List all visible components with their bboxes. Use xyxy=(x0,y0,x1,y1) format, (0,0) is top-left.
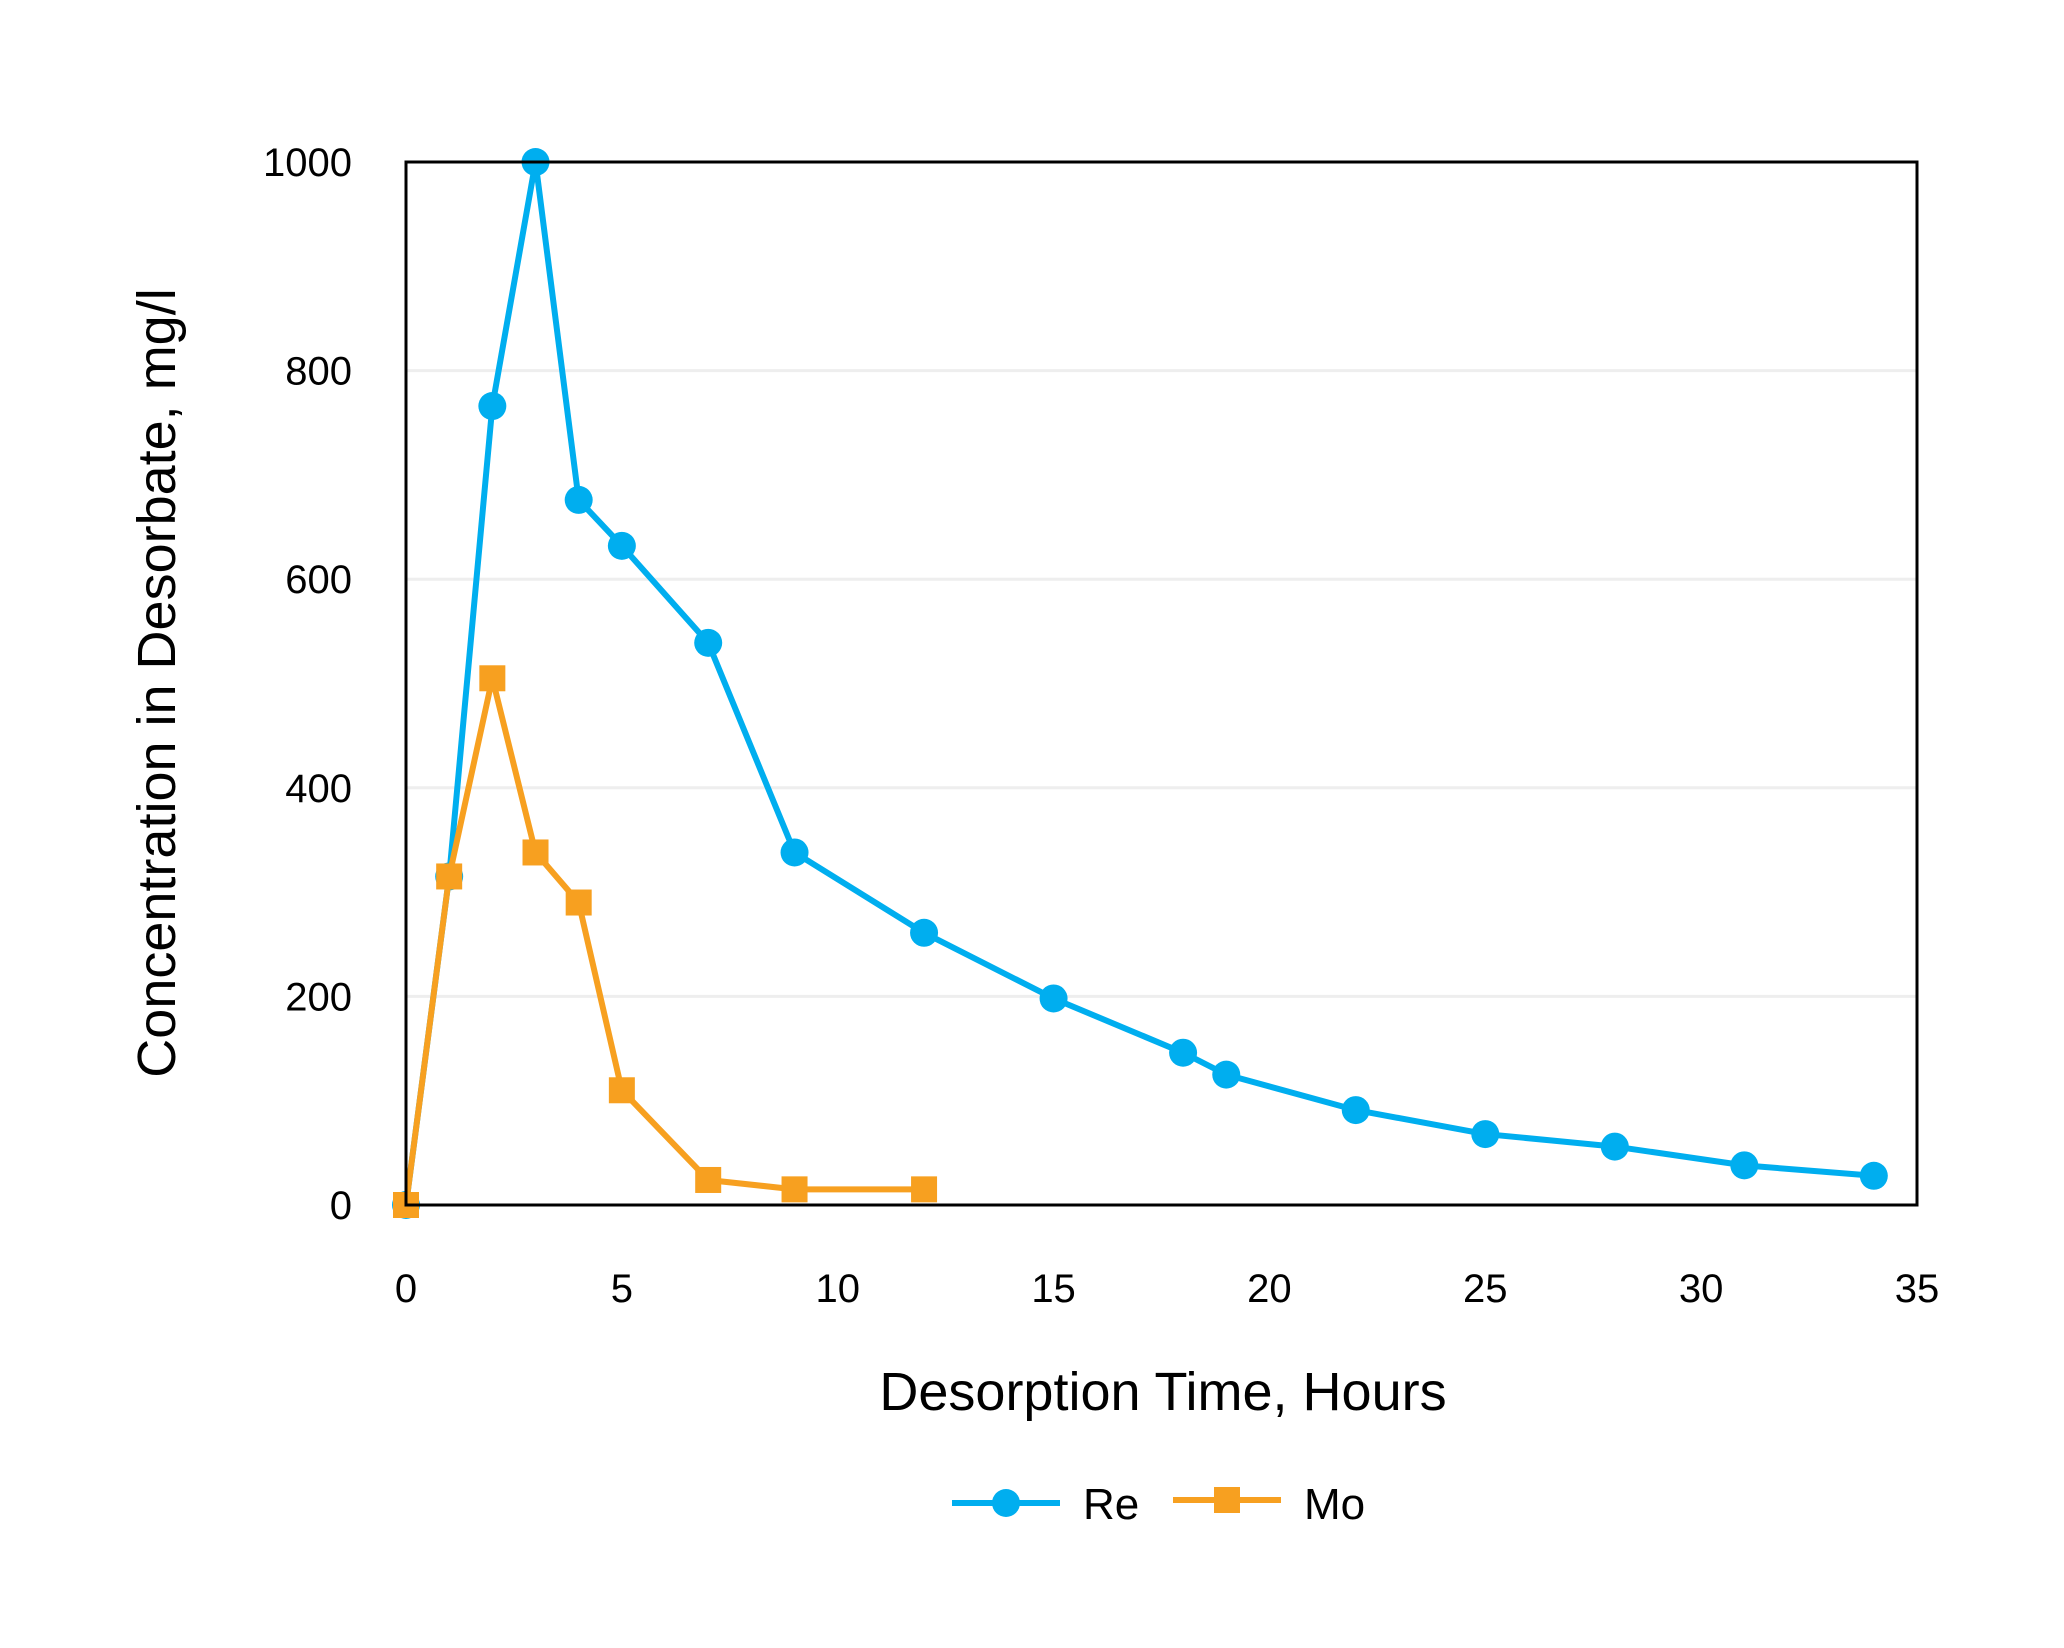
legend-item-re: Re xyxy=(952,1480,1139,1529)
data-point xyxy=(1859,1161,1888,1190)
data-point xyxy=(478,392,507,421)
data-point xyxy=(1169,1038,1198,1067)
data-point xyxy=(436,863,463,890)
data-point xyxy=(1730,1151,1759,1180)
legend-circle-marker-icon xyxy=(992,1489,1020,1517)
y-tick-label: 1000 xyxy=(263,141,352,185)
legend-label-mo: Mo xyxy=(1304,1480,1365,1529)
x-tick-label: 30 xyxy=(1679,1267,1724,1311)
data-point xyxy=(608,1077,635,1104)
y-tick-label: 600 xyxy=(285,558,352,602)
data-point xyxy=(1341,1096,1370,1125)
data-point xyxy=(1471,1120,1500,1149)
data-point xyxy=(910,918,939,947)
data-point xyxy=(911,1176,938,1203)
plot-frame xyxy=(404,160,1919,1207)
x-tick-label: 35 xyxy=(1895,1267,1940,1311)
gridlines xyxy=(406,369,1917,998)
data-point xyxy=(1212,1060,1241,1089)
series-layer xyxy=(392,148,1888,1219)
x-tick-label: 5 xyxy=(611,1267,633,1311)
y-tick-labels: 0 200 400 600 800 1000 xyxy=(263,141,352,1228)
x-tick-label: 20 xyxy=(1247,1267,1292,1311)
legend-label-re: Re xyxy=(1083,1480,1139,1529)
x-tick-label: 15 xyxy=(1031,1267,1076,1311)
y-axis-label: Concentration in Desorbate, mg/l xyxy=(127,288,187,1077)
series-mo xyxy=(393,665,938,1218)
legend-square-marker-icon xyxy=(1214,1487,1240,1513)
x-tick-labels: 0 5 10 15 20 25 30 35 xyxy=(395,1267,1939,1311)
series-line-mo xyxy=(403,675,925,1206)
x-tick-label: 0 xyxy=(395,1267,417,1311)
y-tick-label: 200 xyxy=(285,975,352,1019)
x-tick-label: 10 xyxy=(815,1267,860,1311)
data-point xyxy=(564,485,593,514)
x-tick-label: 25 xyxy=(1463,1267,1508,1311)
data-point xyxy=(565,889,592,916)
legend-item-mo: Mo xyxy=(1173,1480,1365,1529)
y-tick-label: 800 xyxy=(285,350,352,394)
data-point xyxy=(695,1166,722,1193)
x-axis-label: Desorption Time, Hours xyxy=(879,1362,1446,1422)
data-point xyxy=(694,628,723,657)
data-point xyxy=(781,1176,808,1203)
data-point xyxy=(1600,1132,1629,1161)
data-point xyxy=(1039,984,1068,1013)
data-point xyxy=(780,838,809,867)
series-line-re xyxy=(403,159,1875,1206)
data-point xyxy=(479,665,506,692)
y-tick-label: 0 xyxy=(330,1184,352,1228)
y-tick-label: 400 xyxy=(285,767,352,811)
data-point xyxy=(607,531,636,560)
data-point xyxy=(522,839,549,866)
legend: Re Mo xyxy=(952,1480,1365,1529)
